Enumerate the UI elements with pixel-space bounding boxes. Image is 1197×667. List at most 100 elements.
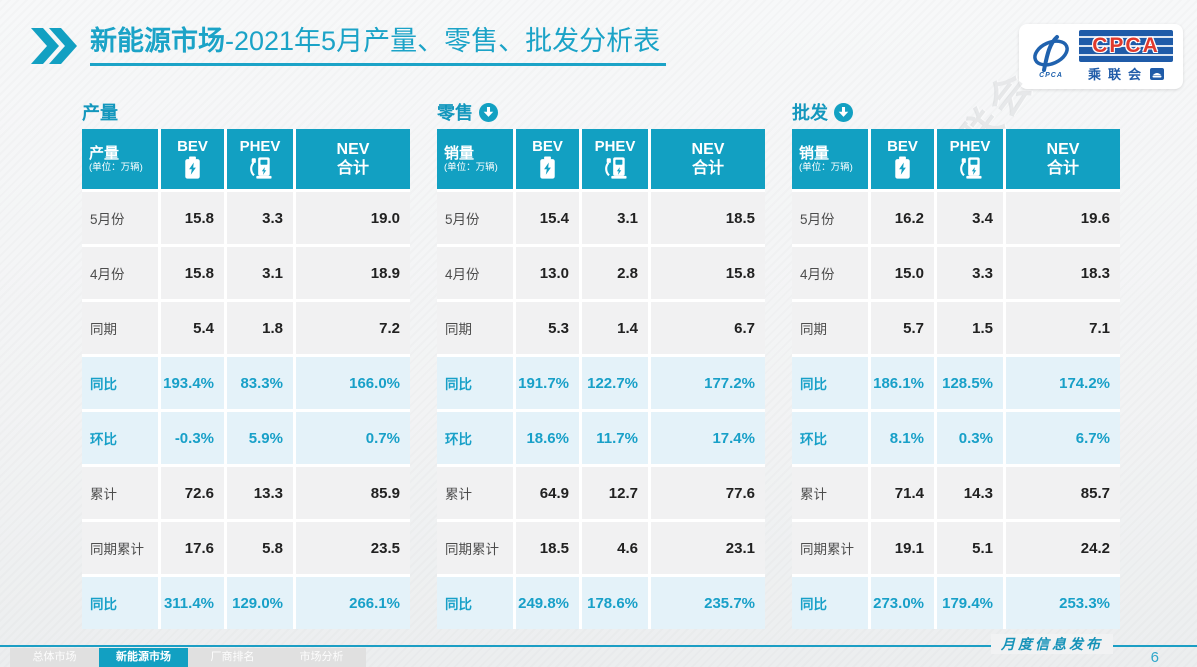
table-wholesale: 批发 销量 (单位：万辆) BEV [792, 99, 1120, 629]
cell-value: 24.2 [1006, 522, 1120, 574]
footer-tab-4[interactable]: 市场分析 [277, 648, 366, 667]
cell-value: 7.2 [296, 302, 410, 354]
cpca-acronym: CPCA [1092, 34, 1160, 57]
metric-unit: (单位：万辆) [89, 161, 143, 173]
cell-value: 1.4 [582, 302, 648, 354]
cell-value: 14.3 [937, 467, 1003, 519]
tables-row: 产量 产量 (单位：万辆) BEV [0, 89, 1197, 629]
footer-note: 月度信息发布 [991, 634, 1113, 654]
data-table: 销量 (单位：万辆) BEV [792, 129, 1120, 629]
table-row: 同比 191.7% 122.7% 177.2% [437, 357, 765, 409]
cpca-cn-text: 乘联会 [1087, 67, 1148, 82]
table-section-label: 批发 [792, 103, 828, 123]
battery-icon [894, 156, 911, 180]
cell-value: 3.1 [227, 247, 293, 299]
row-label: 同比 [82, 577, 158, 629]
cell-value: 3.4 [937, 192, 1003, 244]
metric-unit: (单位：万辆) [444, 161, 498, 173]
cell-value: 15.4 [516, 192, 579, 244]
cell-value: 174.2% [1006, 357, 1120, 409]
table-row: 同期累计 17.6 5.8 23.5 [82, 522, 410, 574]
charging-station-icon [957, 156, 983, 180]
table-row: 同期 5.7 1.5 7.1 [792, 302, 1120, 354]
page-title-main: 新能源市场 [90, 26, 225, 56]
row-label: 同期 [437, 302, 513, 354]
cpca-acronym-box: CPCA [1079, 30, 1173, 62]
nev-label-line1: NEV [336, 141, 370, 158]
cell-value: 3.3 [227, 192, 293, 244]
header-cell-phev: PHEV [937, 129, 1003, 189]
row-label: 同比 [792, 357, 868, 409]
bev-label: BEV [887, 137, 918, 155]
table-row: 4月份 13.0 2.8 15.8 [437, 247, 765, 299]
table-body: 5月份 16.2 3.4 19.6 4月份 15.0 3.3 18.3 同期 5.7 1.5 7.1 同… [792, 192, 1120, 629]
cell-value: 235.7% [651, 577, 765, 629]
row-label: 环比 [82, 412, 158, 464]
car-icon [1150, 67, 1164, 80]
table-row: 同期 5.3 1.4 6.7 [437, 302, 765, 354]
row-label: 同期 [792, 302, 868, 354]
nev-label-line1: NEV [1046, 141, 1080, 158]
charging-station-icon [602, 156, 628, 180]
cell-value: 311.4% [161, 577, 224, 629]
table-row: 同比 273.0% 179.4% 253.3% [792, 577, 1120, 629]
cell-value: 19.1 [871, 522, 934, 574]
cell-value: 13.3 [227, 467, 293, 519]
cell-value: 23.1 [651, 522, 765, 574]
cell-value: 249.8% [516, 577, 579, 629]
row-label: 环比 [437, 412, 513, 464]
cell-value: 13.0 [516, 247, 579, 299]
header-cell-phev: PHEV [582, 129, 648, 189]
cell-value: 83.3% [227, 357, 293, 409]
cell-value: 128.5% [937, 357, 1003, 409]
table-header-row: 产量 (单位：万辆) BEV [82, 129, 410, 189]
cpca-swoosh-icon: CPCA [1029, 34, 1073, 79]
cell-value: 17.6 [161, 522, 224, 574]
cell-value: 3.3 [937, 247, 1003, 299]
cell-value: 5.3 [516, 302, 579, 354]
cell-value: 253.3% [1006, 577, 1120, 629]
cell-value: -0.3% [161, 412, 224, 464]
header-cell-bev: BEV [516, 129, 579, 189]
cell-value: 15.8 [161, 192, 224, 244]
cell-value: 15.8 [651, 247, 765, 299]
header-cell-bev: BEV [161, 129, 224, 189]
cell-value: 193.4% [161, 357, 224, 409]
table-section-label: 零售 [437, 103, 473, 123]
table-row: 同期累计 19.1 5.1 24.2 [792, 522, 1120, 574]
row-label: 5月份 [792, 192, 868, 244]
table-row: 4月份 15.0 3.3 18.3 [792, 247, 1120, 299]
cell-value: 15.0 [871, 247, 934, 299]
table-row: 同期 5.4 1.8 7.2 [82, 302, 410, 354]
data-table: 销量 (单位：万辆) BEV [437, 129, 765, 629]
cell-value: 8.1% [871, 412, 934, 464]
cell-value: 18.5 [516, 522, 579, 574]
row-label: 同比 [437, 357, 513, 409]
header-cell-metric: 销量 (单位：万辆) [792, 129, 868, 189]
header-cell-metric: 销量 (单位：万辆) [437, 129, 513, 189]
footer-tab-3[interactable]: 厂商排名 [188, 648, 277, 667]
cell-value: 17.4% [651, 412, 765, 464]
cell-value: 186.1% [871, 357, 934, 409]
bev-label: BEV [532, 137, 563, 155]
cell-value: 177.2% [651, 357, 765, 409]
cell-value: 122.7% [582, 357, 648, 409]
table-header-row: 销量 (单位：万辆) BEV [437, 129, 765, 189]
footer-tab-2[interactable]: 新能源市场 [99, 648, 188, 667]
cell-value: 85.9 [296, 467, 410, 519]
footer-tab-1[interactable]: 总体市场 [10, 648, 99, 667]
cell-value: 6.7 [651, 302, 765, 354]
table-retail: 零售 销量 (单位：万辆) BEV [437, 99, 765, 629]
nev-label-line2: 合计 [1046, 160, 1079, 177]
cell-value: 77.6 [651, 467, 765, 519]
row-label: 同期累计 [437, 522, 513, 574]
row-label: 同比 [792, 577, 868, 629]
battery-icon [184, 156, 201, 180]
table-row: 累计 64.9 12.7 77.6 [437, 467, 765, 519]
table-row: 环比 18.6% 11.7% 17.4% [437, 412, 765, 464]
cell-value: 18.6% [516, 412, 579, 464]
table-row: 5月份 15.4 3.1 18.5 [437, 192, 765, 244]
table-row: 同比 193.4% 83.3% 166.0% [82, 357, 410, 409]
page-title: 新能源市场-2021年5月产量、零售、批发分析表 [90, 24, 667, 66]
